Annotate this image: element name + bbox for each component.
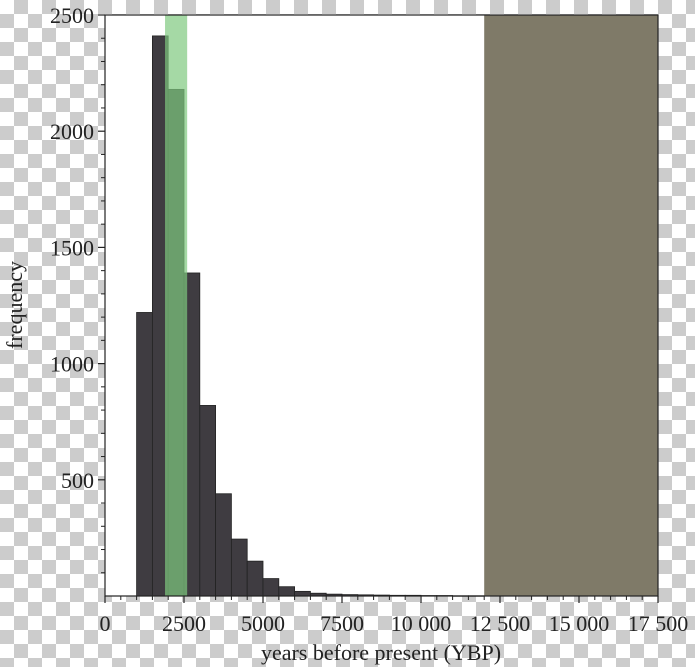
shaded-regions — [484, 15, 658, 596]
y-tick-label-1: 1000 — [50, 352, 94, 377]
y-tick-label-2: 1500 — [50, 235, 94, 260]
histogram-bar-4 — [199, 405, 217, 597]
y-tick-label-3: 2000 — [50, 119, 94, 144]
histogram-bar-0 — [136, 312, 153, 597]
histogram-bar-6 — [230, 538, 248, 597]
histogram-bar-7 — [246, 560, 264, 597]
x-tick-label-4: 10 000 — [391, 611, 452, 636]
shaded-region-0 — [165, 15, 188, 596]
green-overlay — [165, 15, 188, 596]
y-tick-label-0: 500 — [61, 468, 94, 493]
x-tick-label-5: 12 500 — [470, 611, 531, 636]
shaded-region-1 — [484, 15, 658, 596]
x-tick-label-2: 5000 — [241, 611, 285, 636]
x-axis: 0 2500 5000 7500 10 000 12 500 15 000 17 500 — [100, 596, 689, 636]
histogram-bar-9 — [278, 586, 295, 597]
x-tick-label-0: 0 — [100, 611, 111, 636]
histogram-bar-10 — [294, 590, 311, 597]
y-axis-label: frequency — [2, 261, 27, 349]
x-tick-label-1: 2500 — [162, 611, 206, 636]
y-axis: 500 1000 1500 2000 2500 — [50, 3, 105, 574]
histogram-bar-5 — [215, 493, 232, 597]
x-axis-label: years before present (YBP) — [261, 640, 501, 665]
x-tick-label-3: 7500 — [320, 611, 364, 636]
x-tick-label-6: 15 000 — [549, 611, 610, 636]
histogram-bar-8 — [262, 578, 280, 597]
y-tick-label-4: 2500 — [50, 3, 94, 28]
x-tick-label-7: 17 500 — [628, 611, 689, 636]
plot-frame — [104, 14, 659, 597]
